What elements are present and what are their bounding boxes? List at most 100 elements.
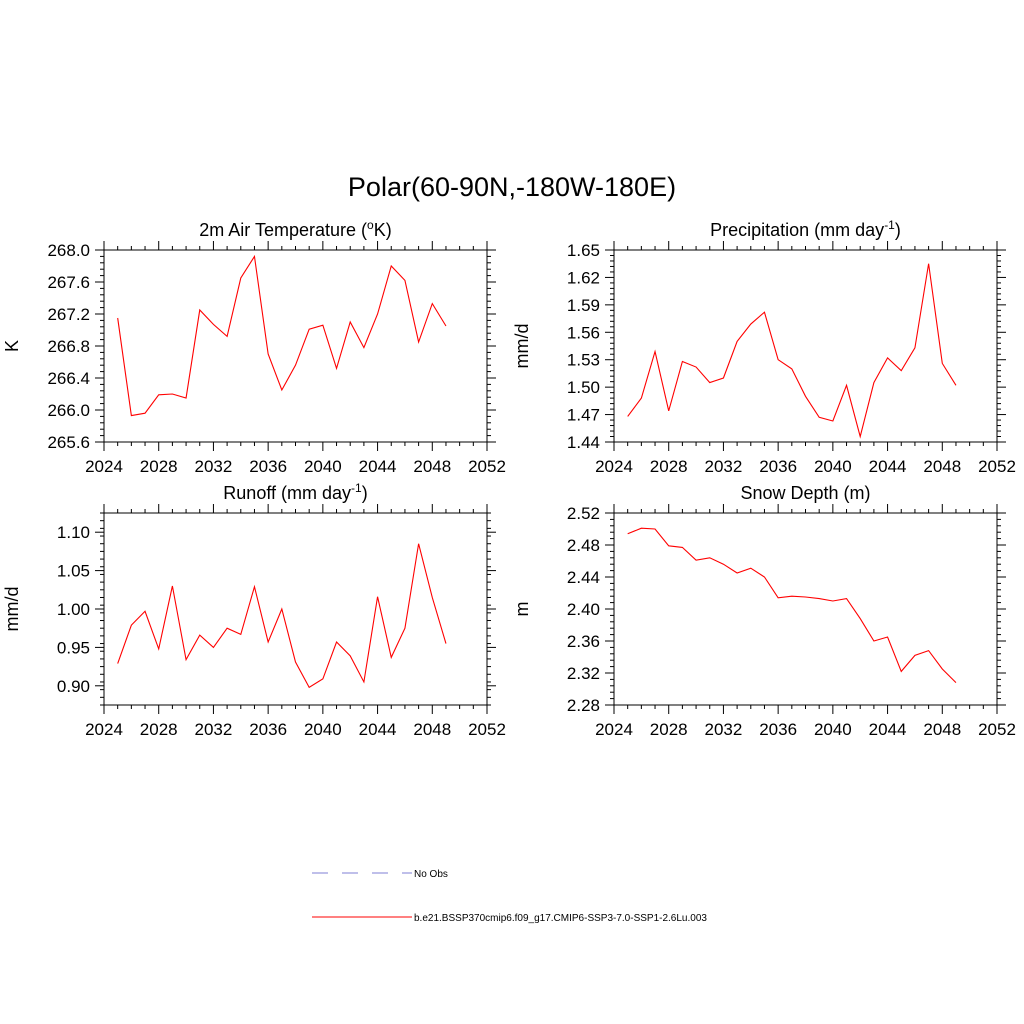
data-point <box>955 681 957 683</box>
panel-title: Precipitation (mm day-1) <box>710 218 901 240</box>
data-point <box>267 353 269 355</box>
y-tick-label: 1.50 <box>567 378 600 397</box>
data-point <box>818 597 820 599</box>
y-axis-label: mm/d <box>512 324 532 369</box>
data-point <box>927 649 929 651</box>
data-point <box>349 321 351 323</box>
x-tick-label: 2052 <box>468 457 506 476</box>
data-point <box>199 634 201 636</box>
y-tick-label: 2.48 <box>567 536 600 555</box>
data-point <box>335 641 337 643</box>
panel-title-part: ) <box>895 220 901 240</box>
x-tick-label: 2048 <box>923 720 961 739</box>
y-tick-label: 1.00 <box>57 600 90 619</box>
x-tick-label: 2024 <box>85 720 123 739</box>
panel-title-superscript: o <box>367 218 374 232</box>
data-point <box>722 377 724 379</box>
data-point <box>750 567 752 569</box>
data-point <box>267 641 269 643</box>
data-point <box>900 670 902 672</box>
panel-title-part: Precipitation (mm day <box>710 220 884 240</box>
data-point <box>668 410 670 412</box>
x-tick-label: 2032 <box>195 720 233 739</box>
x-tick-label: 2032 <box>705 720 743 739</box>
data-point <box>185 397 187 399</box>
y-tick-label: 1.53 <box>567 351 600 370</box>
data-point <box>845 384 847 386</box>
data-point <box>804 395 806 397</box>
data-point <box>253 586 255 588</box>
data-point <box>941 362 943 364</box>
y-tick-label: 2.44 <box>567 568 600 587</box>
x-tick-label: 2040 <box>304 720 342 739</box>
series-line <box>117 543 447 689</box>
x-tick-label: 2036 <box>759 720 797 739</box>
x-tick-label: 2032 <box>195 457 233 476</box>
x-tick-label: 2036 <box>249 457 287 476</box>
x-tick-label: 2044 <box>869 720 907 739</box>
panel-title: Snow Depth (m) <box>740 483 870 503</box>
y-tick-label: 1.44 <box>567 433 600 452</box>
x-tick-label: 2036 <box>759 457 797 476</box>
data-point <box>681 360 683 362</box>
data-point <box>668 545 670 547</box>
panel-title-part: ) <box>362 483 368 503</box>
x-tick-label: 2044 <box>359 720 397 739</box>
x-tick-label: 2052 <box>978 720 1016 739</box>
x-tick-label: 2028 <box>650 720 688 739</box>
series-line <box>627 263 957 439</box>
data-point <box>859 435 861 437</box>
y-tick-label: 2.28 <box>567 696 600 715</box>
data-point <box>130 414 132 416</box>
data-point <box>376 596 378 598</box>
data-point <box>335 367 337 369</box>
data-point <box>417 543 419 545</box>
data-point <box>322 678 324 680</box>
data-point <box>777 359 779 361</box>
data-point <box>349 655 351 657</box>
x-tick-label: 2044 <box>359 457 397 476</box>
data-point <box>417 341 419 343</box>
panel-title-part: Snow Depth (m) <box>740 483 870 503</box>
legend: No Obs b.e21.BSSP370cmip6.f09_g17.CMIP6-… <box>312 869 707 924</box>
data-point <box>445 642 447 644</box>
data-point <box>626 533 628 535</box>
y-tick-label: 1.59 <box>567 296 600 315</box>
x-tick-label: 2048 <box>413 720 451 739</box>
data-point <box>654 350 656 352</box>
data-point <box>722 563 724 565</box>
data-point <box>914 347 916 349</box>
y-tick-label: 1.56 <box>567 323 600 342</box>
x-tick-label: 2032 <box>705 457 743 476</box>
panel-title-superscript: -1 <box>884 218 895 232</box>
data-point <box>144 610 146 612</box>
data-point <box>281 389 283 391</box>
x-tick-label: 2028 <box>650 457 688 476</box>
panel-title: Runoff (mm day-1) <box>223 481 367 503</box>
y-tick-label: 1.62 <box>567 268 600 287</box>
data-point <box>294 364 296 366</box>
data-point <box>376 313 378 315</box>
x-tick-label: 2052 <box>468 720 506 739</box>
data-point <box>695 366 697 368</box>
x-tick-label: 2040 <box>304 457 342 476</box>
plot-frame <box>103 249 488 443</box>
data-point <box>709 381 711 383</box>
data-point <box>404 627 406 629</box>
x-tick-label: 2048 <box>923 457 961 476</box>
data-point <box>431 302 433 304</box>
data-point <box>654 528 656 530</box>
data-point <box>736 572 738 574</box>
y-tick-label: 1.05 <box>57 562 90 581</box>
data-point <box>845 597 847 599</box>
data-point <box>199 309 201 311</box>
data-point <box>914 654 916 656</box>
data-point <box>116 317 118 319</box>
y-tick-label: 267.6 <box>47 273 90 292</box>
data-point <box>763 576 765 578</box>
data-point <box>185 658 187 660</box>
data-point <box>900 369 902 371</box>
data-point <box>253 255 255 257</box>
data-point <box>955 384 957 386</box>
data-point <box>404 279 406 281</box>
